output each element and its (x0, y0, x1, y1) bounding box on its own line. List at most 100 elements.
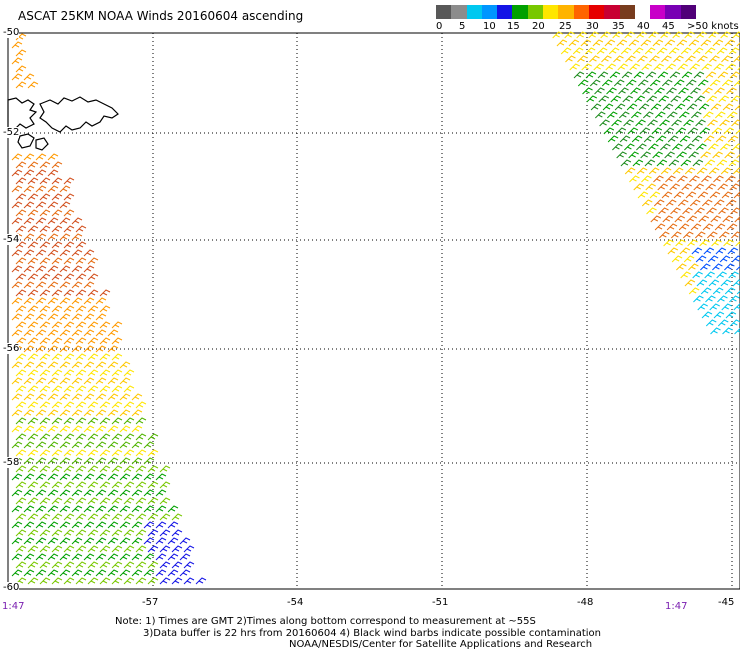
right-wind-barb-5 (612, 31, 623, 39)
scale-swatch-0 (436, 5, 452, 19)
right-wind-barb-260 (733, 191, 740, 199)
left-wind-barb-228 (83, 393, 95, 401)
left-wind-barb-382 (75, 497, 87, 505)
right-wind-barb-183 (643, 135, 655, 143)
left-wind-barb-383 (87, 497, 99, 505)
right-wind-barb-79 (597, 71, 609, 79)
left-wind-barb-284 (99, 433, 111, 441)
left-wind-barb-353 (39, 481, 51, 489)
left-wind-barb-322 (119, 457, 131, 465)
left-wind-barb-169 (71, 345, 83, 353)
lon-label-48: -48 (577, 597, 594, 608)
left-wind-barb-304 (51, 449, 63, 457)
right-wind-barb-241 (725, 175, 736, 183)
left-wind-barb-370 (83, 489, 95, 497)
left-wind-barb-294 (71, 441, 83, 449)
left-wind-barb-57 (75, 225, 87, 233)
left-wind-barb-5 (11, 73, 23, 81)
left-wind-barb-96 (75, 273, 87, 281)
left-wind-barb-515 (119, 569, 131, 577)
right-wind-barb-156 (599, 119, 610, 127)
left-wind-barb-358 (99, 481, 111, 489)
right-wind-barb-59 (709, 55, 720, 63)
left-wind-barb-28 (35, 185, 47, 193)
left-wind-barb-34 (51, 193, 63, 201)
left-wind-barb-291 (35, 441, 47, 449)
right-wind-barb-206 (664, 151, 675, 159)
right-wind-barb-217 (668, 159, 680, 167)
left-wind-barb-187 (71, 361, 83, 369)
left-wind-barb-395 (71, 505, 83, 513)
left-wind-barb-23 (39, 177, 51, 185)
right-wind-barb-341 (717, 295, 728, 303)
left-wind-barb-488 (155, 553, 167, 561)
right-wind-barb-26 (676, 39, 688, 47)
right-wind-barb-216 (656, 159, 668, 167)
right-wind-barb-116 (714, 87, 725, 95)
right-wind-barb-293 (670, 231, 682, 239)
right-wind-barb-103 (721, 79, 733, 87)
left-wind-barb-442 (135, 529, 147, 537)
right-wind-barb-142 (722, 103, 734, 111)
left-wind-barb-3 (11, 57, 23, 65)
left-wind-barb-506 (11, 569, 23, 577)
left-wind-barb-98 (11, 281, 23, 289)
left-wind-barb-450 (59, 537, 71, 545)
left-wind-barb-394 (59, 505, 71, 513)
right-wind-barb-355 (734, 327, 740, 335)
left-wind-barb-468 (99, 545, 111, 553)
right-wind-barb-94 (613, 79, 625, 87)
left-wind-barb-266 (11, 425, 23, 433)
left-wind-barb-381 (63, 497, 75, 505)
left-wind-barb-61 (47, 233, 59, 241)
left-wind-barb-478 (35, 553, 47, 561)
right-wind-barb-248 (693, 183, 704, 191)
left-wind-barb-426 (107, 521, 119, 529)
left-wind-barb-406 (39, 513, 51, 521)
left-wind-barb-425 (95, 521, 107, 529)
left-wind-barb-198 (87, 369, 99, 377)
left-wind-barb-173 (15, 353, 27, 361)
right-wind-barb-218 (680, 159, 692, 167)
left-wind-barb-386 (123, 497, 135, 505)
right-wind-barb-33 (572, 47, 584, 55)
right-wind-barb-25 (664, 39, 676, 47)
right-wind-barb-327 (716, 271, 727, 279)
left-wind-barb-435 (51, 529, 63, 537)
right-wind-barb-247 (681, 183, 692, 191)
left-wind-barb-54 (39, 225, 51, 233)
right-wind-barb-276 (730, 207, 740, 215)
left-wind-barb-343 (71, 473, 83, 481)
left-wind-barb-182 (11, 361, 23, 369)
left-wind-barb-71 (23, 249, 35, 257)
right-wind-barb-84 (657, 71, 669, 79)
left-wind-barb-296 (95, 441, 107, 449)
right-wind-barb-127 (694, 95, 706, 103)
right-wind-barb-99 (673, 79, 685, 87)
left-wind-barb-131 (35, 313, 47, 321)
left-wind-barb-165 (23, 345, 35, 353)
left-wind-barb-30 (59, 185, 71, 193)
right-wind-barb-15 (732, 31, 740, 39)
right-wind-barb-38 (632, 47, 644, 55)
right-wind-barb-122 (634, 95, 646, 103)
right-wind-barb-269 (646, 207, 657, 215)
right-wind-barb-19 (592, 39, 604, 47)
right-wind-barb-190 (727, 135, 739, 143)
right-wind-barb-32 (560, 47, 572, 55)
right-wind-barb-161 (659, 119, 670, 127)
left-wind-barb-73 (47, 249, 59, 257)
left-wind-barb-210 (107, 377, 119, 385)
right-wind-barb-291 (726, 223, 738, 231)
left-wind-barb-497 (87, 561, 99, 569)
right-wind-barb-280 (686, 215, 698, 223)
left-wind-barb-224 (35, 393, 47, 401)
left-wind-barb-446 (11, 537, 23, 545)
right-wind-barb-275 (718, 207, 729, 215)
left-wind-barb-2 (15, 49, 27, 57)
left-wind-barb-517 (143, 569, 155, 577)
left-wind-barb-412 (111, 513, 123, 521)
left-wind-barb-85 (23, 265, 35, 273)
right-wind-barb-40 (656, 47, 668, 55)
right-wind-barb-86 (681, 71, 693, 79)
